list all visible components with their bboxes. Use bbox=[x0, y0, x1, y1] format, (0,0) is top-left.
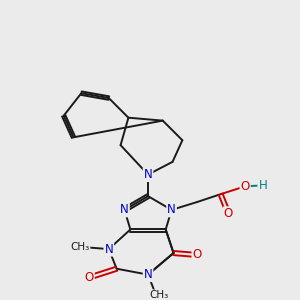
Text: O: O bbox=[224, 207, 233, 220]
Text: CH₃: CH₃ bbox=[70, 242, 89, 252]
Text: O: O bbox=[241, 180, 250, 193]
Text: N: N bbox=[144, 268, 152, 281]
Text: CH₃: CH₃ bbox=[150, 290, 169, 300]
Text: N: N bbox=[144, 168, 152, 181]
Text: O: O bbox=[193, 248, 202, 262]
Text: N: N bbox=[104, 243, 113, 256]
Text: N: N bbox=[120, 203, 129, 216]
Text: O: O bbox=[85, 271, 94, 284]
Text: N: N bbox=[167, 203, 176, 216]
Text: H: H bbox=[258, 179, 267, 192]
